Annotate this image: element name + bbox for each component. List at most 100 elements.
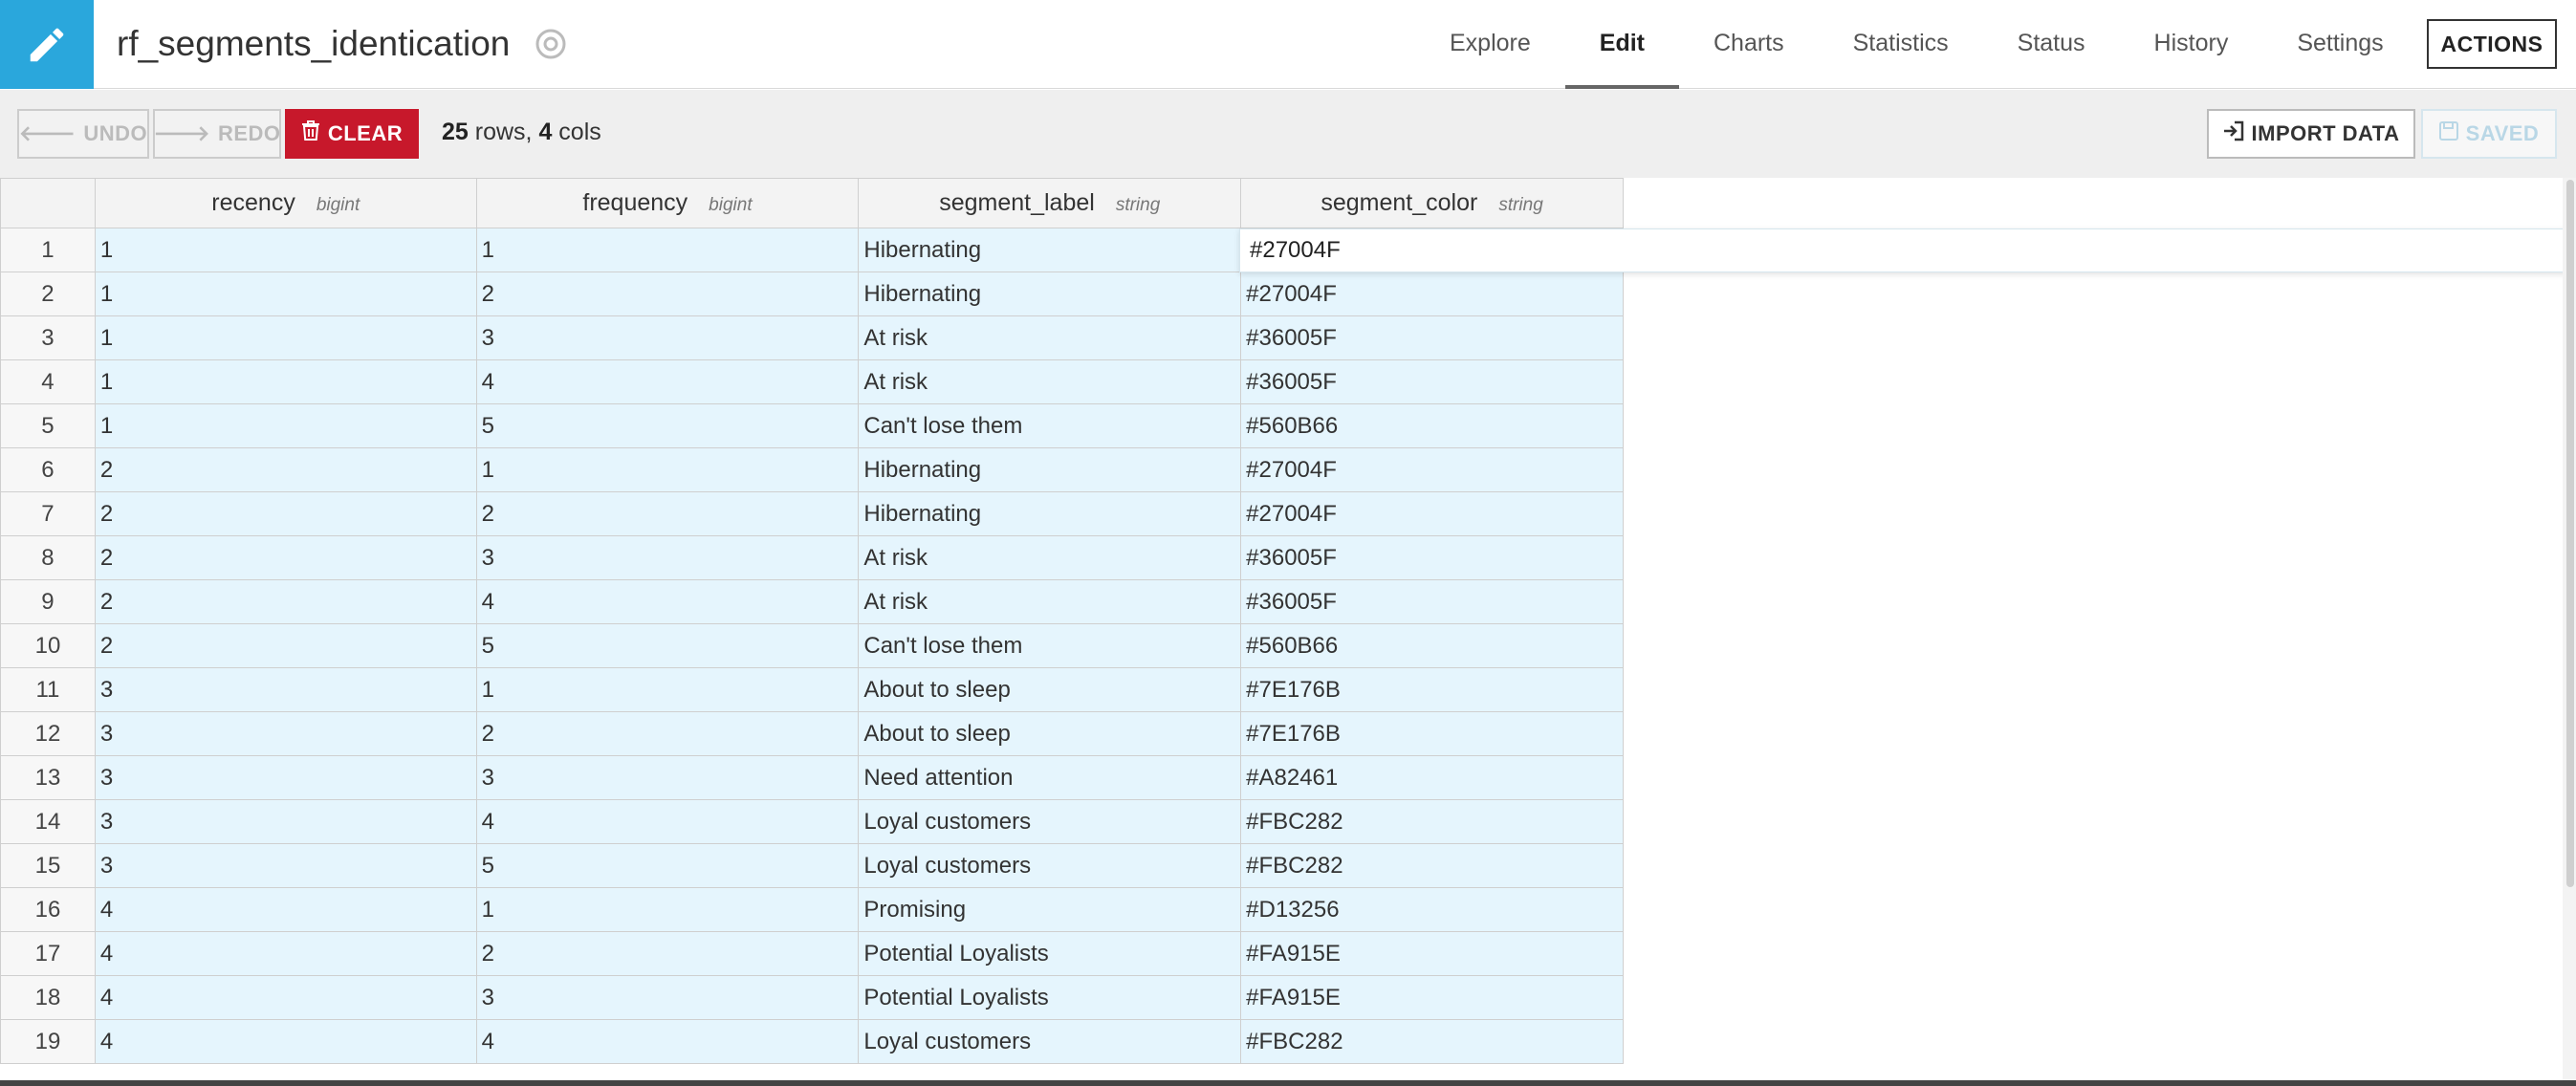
row-number[interactable]: 15	[0, 843, 96, 888]
cell-frequency[interactable]: 2	[475, 711, 860, 756]
saved-button[interactable]: SAVED	[2421, 109, 2557, 159]
column-header-recency[interactable]: recency bigint	[94, 178, 477, 228]
column-header-segment-color[interactable]: segment_color string	[1240, 178, 1624, 228]
cell-frequency[interactable]: 5	[475, 623, 860, 668]
cell-frequency[interactable]: 1	[475, 447, 860, 492]
cell-segment-color[interactable]: #36005F	[1240, 359, 1624, 404]
cell-frequency[interactable]: 2	[475, 491, 860, 536]
cell-segment-label[interactable]: Promising	[858, 887, 1242, 932]
cell-frequency[interactable]: 4	[475, 579, 860, 624]
row-number[interactable]: 10	[0, 623, 96, 668]
cell-frequency[interactable]: 3	[475, 755, 860, 800]
cell-frequency[interactable]: 4	[475, 1019, 860, 1064]
cell-segment-label[interactable]: Can't lose them	[858, 623, 1242, 668]
cell-segment-color[interactable]: #27004F	[1240, 447, 1624, 492]
cell-segment-label[interactable]: Potential Loyalists	[858, 975, 1242, 1020]
actions-button[interactable]: ACTIONS	[2427, 19, 2557, 69]
row-number[interactable]: 9	[0, 579, 96, 624]
cell-frequency[interactable]: 4	[475, 359, 860, 404]
redo-button[interactable]: 🡒 REDO	[153, 109, 281, 159]
cell-segment-color[interactable]: #36005F	[1240, 535, 1624, 580]
tab-edit[interactable]: Edit	[1564, 0, 1680, 89]
cell-frequency[interactable]: 5	[475, 403, 860, 448]
cell-segment-color[interactable]: #A82461	[1240, 755, 1624, 800]
cell-frequency[interactable]: 1	[475, 887, 860, 932]
compass-icon[interactable]	[534, 27, 568, 61]
cell-segment-label[interactable]: Loyal customers	[858, 843, 1242, 888]
column-header-frequency[interactable]: frequency bigint	[475, 178, 860, 228]
cell-segment-label[interactable]: About to sleep	[858, 711, 1242, 756]
cell-segment-label[interactable]: At risk	[858, 535, 1242, 580]
row-number[interactable]: 19	[0, 1019, 96, 1064]
cell-segment-color[interactable]: #FBC282	[1240, 799, 1624, 844]
cell-segment-label[interactable]: Loyal customers	[858, 1019, 1242, 1064]
column-header-segment-label[interactable]: segment_label string	[858, 178, 1242, 228]
cell-recency[interactable]: 2	[94, 491, 477, 536]
cell-segment-label[interactable]: Hibernating	[858, 491, 1242, 536]
cell-segment-color[interactable]: #FBC282	[1240, 843, 1624, 888]
pencil-icon[interactable]	[0, 0, 94, 89]
cell-recency[interactable]: 4	[94, 931, 477, 976]
cell-segment-label[interactable]: About to sleep	[858, 667, 1242, 712]
row-number[interactable]: 7	[0, 491, 96, 536]
tab-settings[interactable]: Settings	[2297, 30, 2384, 56]
cell-segment-label[interactable]: At risk	[858, 315, 1242, 360]
cell-segment-label[interactable]: Can't lose them	[858, 403, 1242, 448]
scrollbar-thumb[interactable]	[2566, 180, 2574, 887]
cell-segment-color[interactable]: #FA915E	[1240, 975, 1624, 1020]
row-number[interactable]: 14	[0, 799, 96, 844]
cell-recency[interactable]: 2	[94, 447, 477, 492]
cell-recency[interactable]: 3	[94, 667, 477, 712]
row-number[interactable]: 13	[0, 755, 96, 800]
row-number[interactable]: 11	[0, 667, 96, 712]
cell-recency[interactable]: 3	[94, 843, 477, 888]
cell-segment-label[interactable]: Hibernating	[858, 272, 1242, 316]
cell-recency[interactable]: 4	[94, 887, 477, 932]
clear-button[interactable]: CLEAR	[285, 109, 419, 159]
cell-segment-color[interactable]: #560B66	[1240, 403, 1624, 448]
cell-recency[interactable]: 1	[94, 272, 477, 316]
cell-recency[interactable]: 1	[94, 315, 477, 360]
cell-frequency[interactable]: 3	[475, 535, 860, 580]
cell-recency[interactable]: 2	[94, 579, 477, 624]
row-number[interactable]: 12	[0, 711, 96, 756]
cell-segment-color[interactable]: #27004F	[1240, 272, 1624, 316]
cell-segment-color[interactable]: #36005F	[1240, 315, 1624, 360]
cell-frequency[interactable]: 1	[475, 667, 860, 712]
tab-charts[interactable]: Charts	[1713, 30, 1784, 56]
cell-segment-color[interactable]: #7E176B	[1240, 667, 1624, 712]
cell-recency[interactable]: 1	[94, 403, 477, 448]
cell-segment-label[interactable]: Hibernating	[858, 447, 1242, 492]
cell-segment-color[interactable]: #27004F	[1240, 491, 1624, 536]
cell-segment-label[interactable]: Potential Loyalists	[858, 931, 1242, 976]
cell-recency[interactable]: 4	[94, 975, 477, 1020]
cell-segment-color[interactable]: #560B66	[1240, 623, 1624, 668]
cell-frequency[interactable]: 2	[475, 272, 860, 316]
cell-segment-label[interactable]: Loyal customers	[858, 799, 1242, 844]
tab-statistics[interactable]: Statistics	[1852, 30, 1949, 56]
row-number[interactable]: 16	[0, 887, 96, 932]
cell-recency[interactable]: 3	[94, 711, 477, 756]
tab-status[interactable]: Status	[2017, 30, 2085, 56]
cell-recency[interactable]: 1	[94, 359, 477, 404]
tab-explore[interactable]: Explore	[1450, 30, 1531, 56]
cell-segment-color[interactable]: #7E176B	[1240, 711, 1624, 756]
cell-recency[interactable]: 3	[94, 755, 477, 800]
cell-segment-color[interactable]: #36005F	[1240, 579, 1624, 624]
cell-frequency[interactable]: 2	[475, 931, 860, 976]
cell-segment-color[interactable]: #FBC282	[1240, 1019, 1624, 1064]
import-data-button[interactable]: IMPORT DATA	[2207, 109, 2415, 159]
row-number[interactable]: 18	[0, 975, 96, 1020]
cell-frequency[interactable]: 5	[475, 843, 860, 888]
cell-frequency[interactable]: 3	[475, 315, 860, 360]
cell-frequency[interactable]: 3	[475, 975, 860, 1020]
row-number[interactable]: 4	[0, 359, 96, 404]
cell-recency[interactable]: 1	[94, 228, 477, 272]
cell-segment-label[interactable]: At risk	[858, 579, 1242, 624]
row-number[interactable]: 8	[0, 535, 96, 580]
cell-recency[interactable]: 2	[94, 535, 477, 580]
undo-button[interactable]: 🡐 UNDO	[17, 109, 149, 159]
cell-frequency[interactable]: 1	[475, 228, 860, 272]
cell-segment-color[interactable]: #D13256	[1240, 887, 1624, 932]
row-number[interactable]: 6	[0, 447, 96, 492]
